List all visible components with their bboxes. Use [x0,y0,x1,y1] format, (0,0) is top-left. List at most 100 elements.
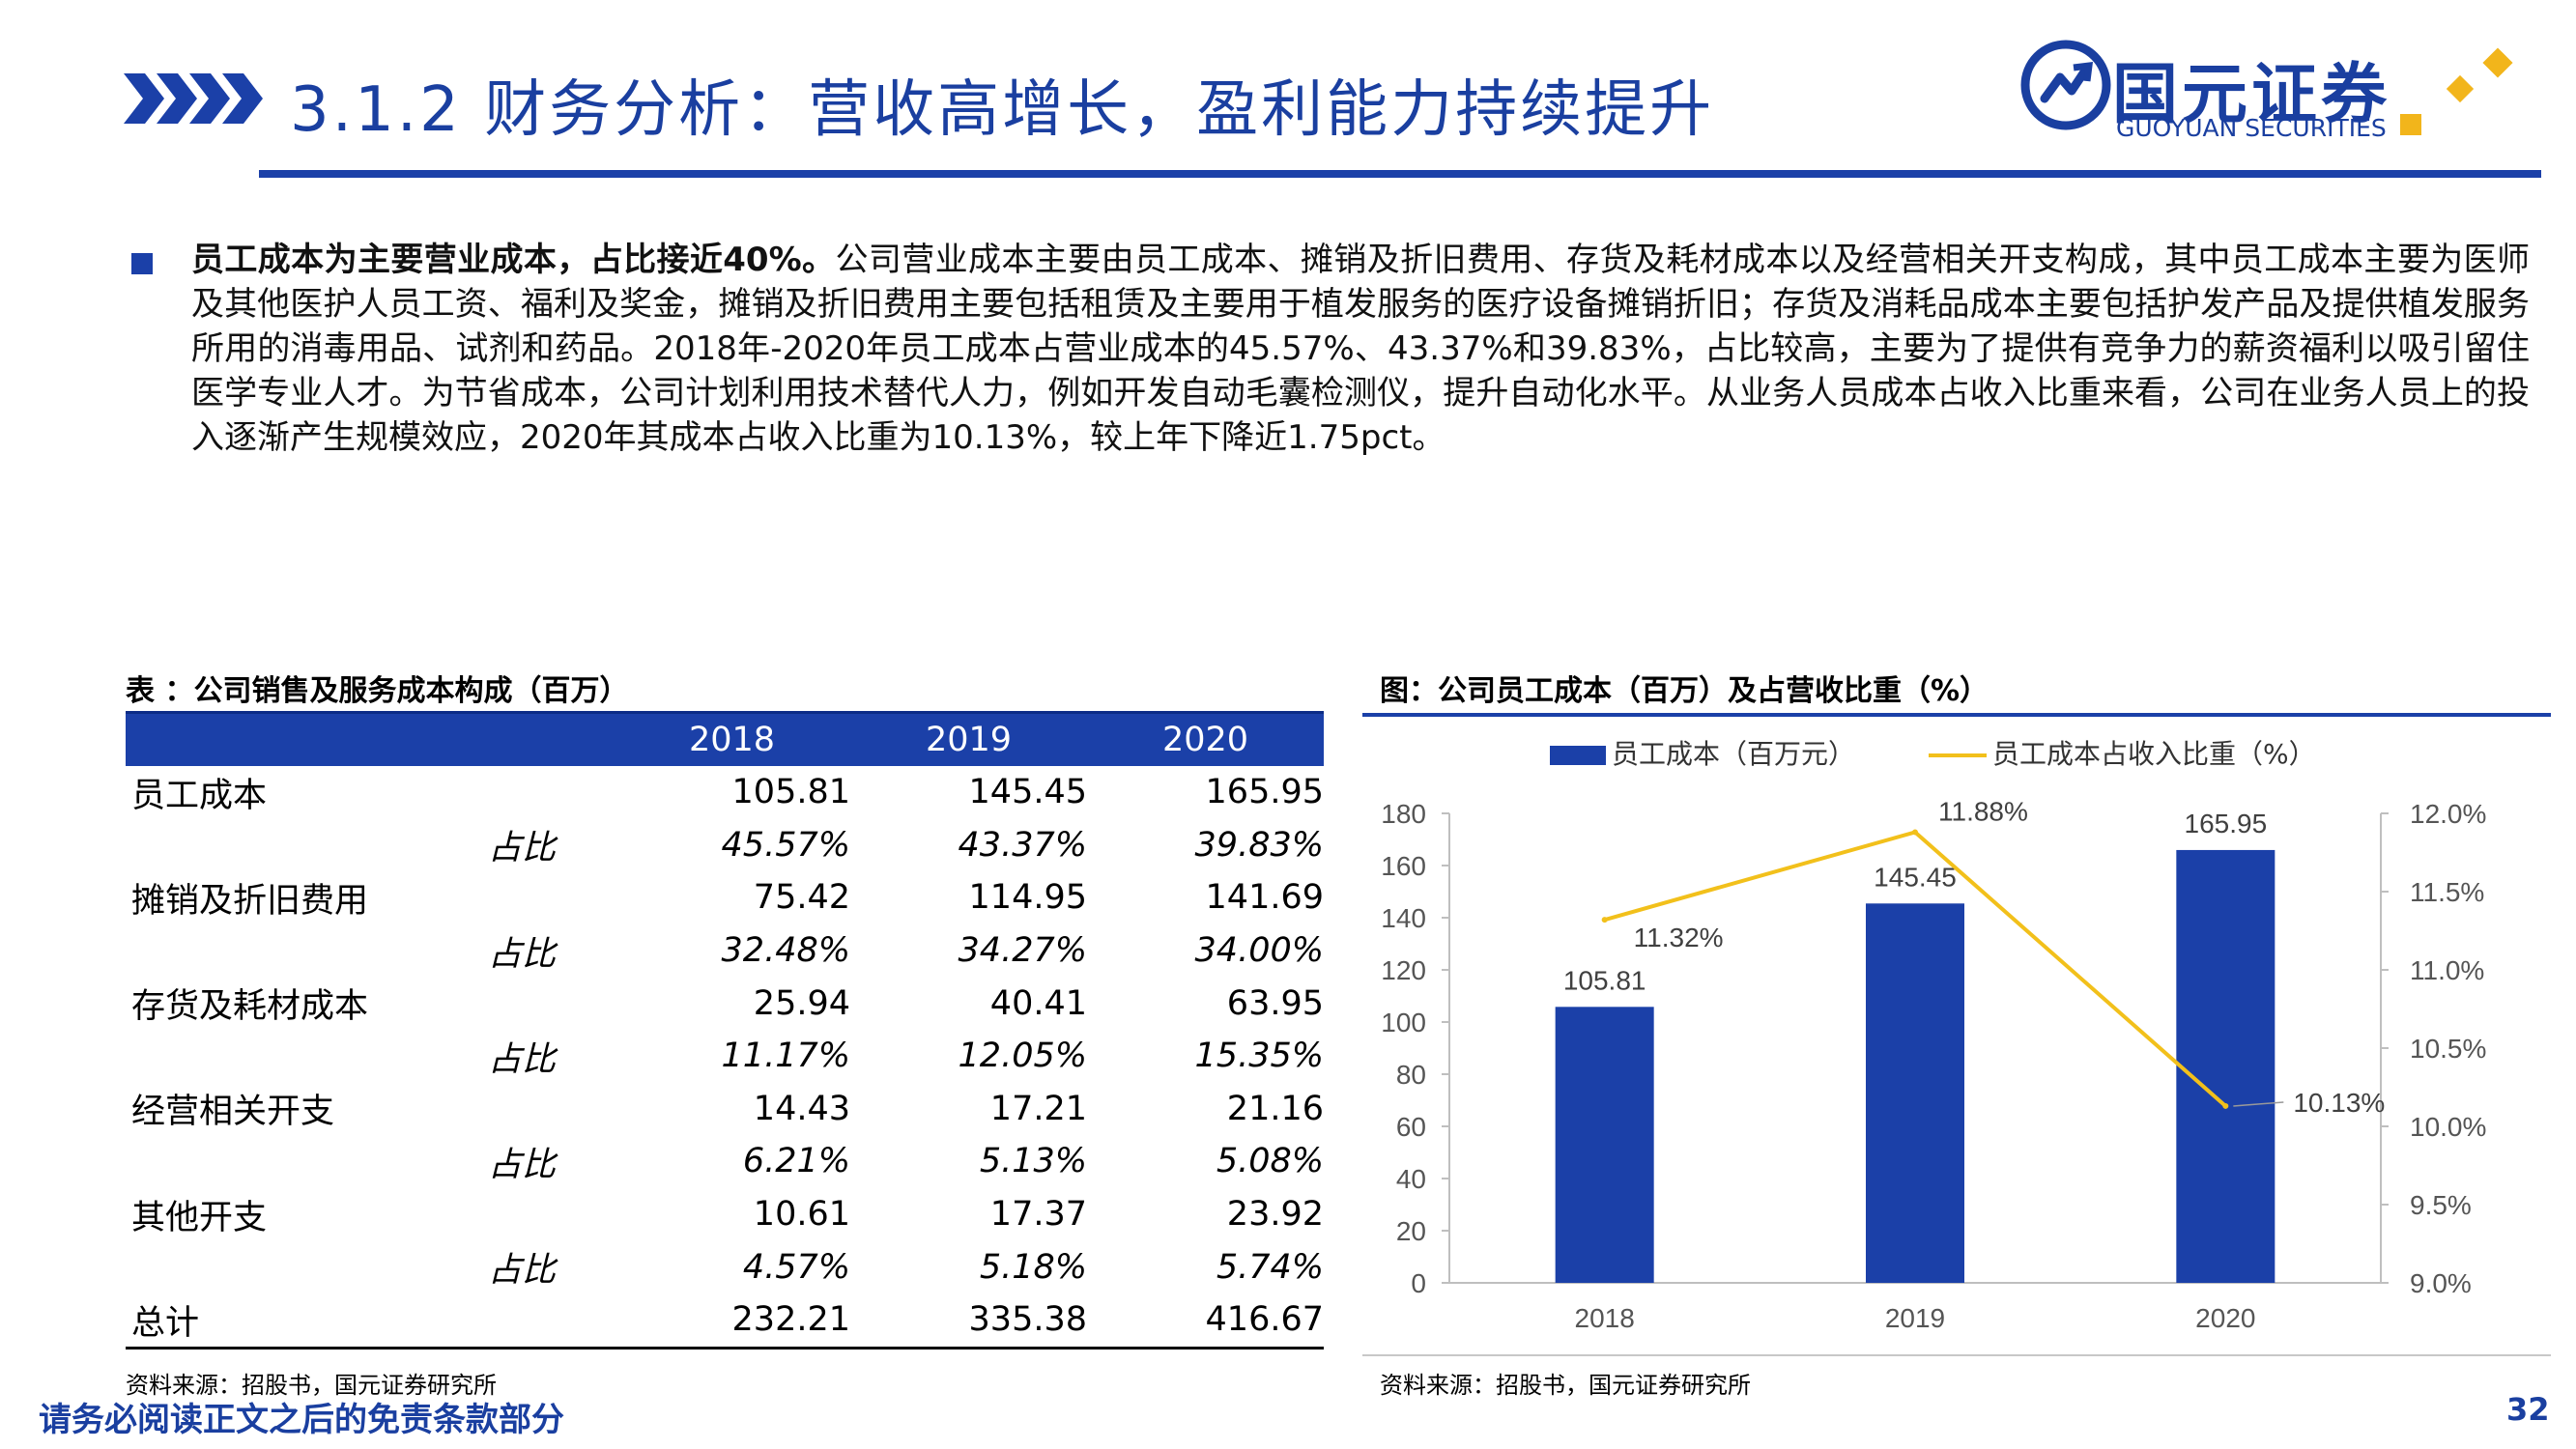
table-cell: 75.42 [753,878,850,918]
table-cell: 105.81 [731,773,850,812]
page-title: 3.1.2 财务分析：营收高增长，盈利能力持续提升 [290,74,1715,146]
logo-name-en: GUOYUAN SECURITIES [2116,114,2387,142]
table-row: 占比 45.57% 43.37% 39.83% [126,819,1324,872]
table-cell: 12.05% [958,1037,1087,1076]
line-point-2018 [1601,917,1608,923]
header-divider [259,170,2541,178]
y-left-tick-label: 100 [1381,1008,1426,1037]
table-cell: 6.21% [742,1142,850,1181]
table-cell: 14.43 [753,1089,850,1128]
chart-bottom-divider [1362,1354,2551,1356]
guoyuan-logo-icon [2020,40,2111,130]
table-header-row: 2018 2019 2020 [126,711,1324,766]
bullet-square [131,253,153,274]
chart-top-divider [1362,713,2551,717]
table-cell: 25.94 [753,983,850,1023]
row-label: 占比 [487,829,556,868]
table-header-cell: 2019 [850,711,1087,766]
header-chevrons-icon [124,73,263,124]
body-paragraph: 员工成本为主要营业成本，占比接近40%。公司营业成本主要由员工成本、摊销及折旧费… [191,238,2530,460]
table-row: 员工成本 105.81 145.45 165.95 [126,766,1324,819]
table-row: 占比 4.57% 5.18% 5.74% [126,1240,1324,1293]
table-row: 其他开支 10.61 17.37 23.92 [126,1188,1324,1241]
y-right-tick-label: 12.0% [2410,799,2486,829]
line-point-2020 [2222,1102,2229,1109]
table-cell: 5.18% [979,1247,1087,1287]
table-cell: 11.17% [721,1037,850,1076]
y-right-tick-label: 9.0% [2410,1268,2472,1298]
x-tick-label: 2020 [2195,1303,2255,1333]
y-left-tick-label: 80 [1396,1060,1426,1090]
row-label: 其他开支 [131,1198,268,1237]
chart-source-note: 资料来源：招股书，国元证券研究所 [1380,1372,1751,1399]
y-right-tick-label: 10.5% [2410,1034,2486,1064]
table-cell: 5.13% [979,1142,1087,1181]
table-cell: 40.41 [989,983,1087,1023]
line-data-label: 10.13% [2293,1088,2385,1118]
line-data-label: 11.88% [1938,796,2028,826]
y-left-tick-label: 40 [1396,1164,1426,1194]
table-cell: 5.08% [1216,1142,1324,1181]
table-cell: 39.83% [1194,825,1324,865]
row-label: 占比 [487,1039,556,1079]
row-label: 摊销及折旧费用 [131,881,369,921]
table-row: 存货及耗材成本 25.94 40.41 63.95 [126,977,1324,1030]
staff-cost-chart: 员工成本（百万元） 员工成本占收入比重（%） 0 20 40 60 80 100 120 140 1… [1381,738,2486,1333]
table-header-cell: 2020 [1087,711,1324,766]
table-cell: 165.95 [1205,773,1324,812]
table-caption: 表 ：公司销售及服务成本构成（百万） [126,674,629,708]
y-left-tick-label: 120 [1381,955,1426,985]
bar-staff-cost-2020 [2176,849,2275,1283]
y-left-tick-label: 60 [1396,1112,1426,1142]
row-label: 占比 [487,1145,556,1184]
y-right-tick-label: 11.0% [2410,955,2484,985]
bar-staff-cost-2018 [1555,1007,1654,1283]
table-cell: 5.74% [1216,1247,1324,1287]
row-label: 占比 [487,1251,556,1291]
row-label: 占比 [487,934,556,974]
y-left-tick-label: 140 [1381,903,1426,933]
y-left-tick-label: 180 [1381,799,1426,829]
row-label: 经营相关开支 [131,1093,335,1132]
table-header-cell [126,711,614,766]
table-header-cell: 2018 [614,711,850,766]
x-tick-label: 2019 [1885,1303,1945,1333]
table-cell: 10.61 [753,1195,850,1235]
table-cell: 335.38 [850,1293,1087,1350]
chart-caption: 图：公司员工成本（百万）及占营收比重（%） [1380,674,1989,708]
table-row-total: 总计 232.21 335.38 416.67 [126,1293,1324,1350]
table-cell: 34.27% [958,931,1087,971]
table-row: 占比 32.48% 34.27% 34.00% [126,924,1324,978]
logo-stars-icon [2400,47,2513,135]
table-row: 占比 11.17% 12.05% 15.35% [126,1030,1324,1083]
page-number: 32 [2506,1391,2550,1428]
x-tick-label: 2018 [1575,1303,1635,1333]
table-cell: 43.37% [958,825,1087,865]
table-row: 占比 6.21% 5.13% 5.08% [126,1135,1324,1188]
bar-staff-cost-2019 [1866,903,1964,1283]
table-cell: 114.95 [968,878,1087,918]
disclaimer-text: 请务必阅读正文之后的免责条款部分 [39,1401,564,1439]
logo-name-cn: 国元证券 [2112,57,2391,133]
table-cell: 145.45 [968,773,1087,812]
table-cell: 15.35% [1194,1037,1324,1076]
legend-bar-label: 员工成本（百万元） [1612,738,1855,770]
table-cell: 34.00% [1194,931,1324,971]
table-row: 摊销及折旧费用 75.42 114.95 141.69 [126,871,1324,924]
table-cell: 17.37 [989,1195,1087,1235]
bar-data-label: 105.81 [1563,965,1646,995]
table-cell: 141.69 [1205,878,1324,918]
table-cell: 232.21 [614,1293,850,1350]
table-cell: 4.57% [742,1247,850,1287]
legend-line-label: 员工成本占收入比重（%） [1992,738,2316,770]
bar-data-label: 165.95 [2185,809,2268,838]
table-cell: 416.67 [1087,1293,1324,1350]
line-point-2019 [1912,829,1918,836]
row-label: 存货及耗材成本 [131,987,369,1027]
table-cell: 21.16 [1226,1089,1324,1128]
table-cell: 32.48% [721,931,850,971]
line-label-leader [2233,1101,2284,1107]
cost-structure-table: 2018 2019 2020 员工成本 105.81 145.45 165.95 占比… [126,711,1324,1350]
legend-bar-swatch [1550,746,1606,765]
row-label: 员工成本 [131,776,268,815]
